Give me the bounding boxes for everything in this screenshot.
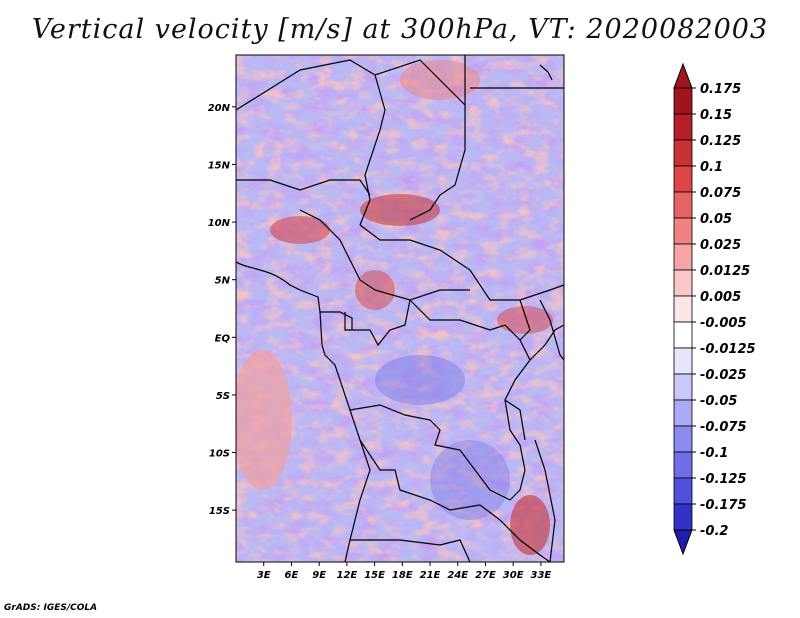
lat-tick-label: 10S xyxy=(209,449,230,460)
nile-delta xyxy=(539,64,553,81)
border-libya-sudan xyxy=(374,59,466,221)
longitude-axis: 3E 6E 9E 12E 15E 18E 21E 24E 27E 30E 33E xyxy=(257,562,552,581)
border-car xyxy=(299,209,470,301)
colorbar-swatch xyxy=(673,295,693,323)
lake-victoria-west xyxy=(519,299,531,341)
colorbar-swatch xyxy=(673,113,693,141)
border-mozambique xyxy=(534,439,556,562)
lat-tick-label: EQ xyxy=(215,333,231,344)
border-kenya xyxy=(529,324,564,361)
colorbar-swatch xyxy=(673,269,693,297)
border-drc-south xyxy=(349,404,511,501)
colorbar-label: -0.005 xyxy=(700,316,747,331)
patch-blue-congo xyxy=(375,355,465,405)
patch-red-east xyxy=(497,306,553,334)
colorbar-swatch xyxy=(673,347,693,375)
colorbar-swatch xyxy=(673,217,693,245)
map-frame xyxy=(235,54,565,563)
colorbar-swatch xyxy=(673,451,693,479)
colorbar-label: -0.025 xyxy=(700,368,747,383)
lake-tanganyika xyxy=(504,399,526,441)
patch-red-chad xyxy=(360,194,440,226)
border-drc-east xyxy=(504,359,531,501)
colorbar-swatch xyxy=(673,373,693,401)
colorbar-label: -0.05 xyxy=(700,394,737,409)
velocity-field xyxy=(236,55,564,562)
colorbar-label: -0.0125 xyxy=(700,342,756,357)
colorbar-label: 0.15 xyxy=(700,108,732,123)
lon-tick-label: 27E xyxy=(475,570,496,581)
colorbar-label: 0.175 xyxy=(700,82,741,97)
colorbar-swatch xyxy=(673,243,693,271)
border-sudan-south xyxy=(359,224,564,301)
colorbar-bottom-arrow xyxy=(673,529,693,556)
colorbar-top-arrow xyxy=(673,62,693,89)
colorbar-label: 0.025 xyxy=(700,238,741,253)
lat-tick-label: 10N xyxy=(208,218,231,229)
patch-red-sw xyxy=(236,350,292,490)
lon-tick-label: 30E xyxy=(503,570,524,581)
colorbar-label: 0.05 xyxy=(700,212,732,227)
border-algeria-niger xyxy=(236,69,301,111)
colorbar: 0.175 0.15 0.125 0.1 0.075 0.05 0.025 0.0125 0.0… xyxy=(673,62,756,556)
border-angola-zambia xyxy=(359,439,481,511)
colorbar-label: 0.075 xyxy=(700,186,741,201)
border-niger-chad xyxy=(299,59,386,226)
lon-tick-label: 12E xyxy=(336,570,357,581)
colorbar-swatch xyxy=(673,139,693,167)
lon-tick-label: 15E xyxy=(364,570,385,581)
lat-tick-label: 20N xyxy=(208,103,231,114)
lon-tick-label: 18E xyxy=(392,570,413,581)
lon-tick-label: 3E xyxy=(257,570,271,581)
lat-tick-label: 5N xyxy=(215,276,231,287)
border-uganda-kenya xyxy=(539,299,564,361)
patch-red-se xyxy=(510,495,550,555)
colorbar-swatch xyxy=(673,425,693,453)
colorbar-label: -0.2 xyxy=(700,524,728,539)
coastline-gulf-of-guinea xyxy=(236,261,353,330)
latitude-axis: 20N 15N 10N 5N EQ 5S 10S 15S xyxy=(208,103,236,517)
colorbar-swatch xyxy=(673,191,693,219)
country-borders xyxy=(236,55,564,562)
grads-credit: GrADS: IGES/COLA xyxy=(4,603,98,613)
colorbar-label: 0.005 xyxy=(700,290,741,305)
border-zambia-zimbabwe xyxy=(479,504,551,562)
lat-tick-label: 15N xyxy=(208,160,231,171)
lon-tick-label: 33E xyxy=(531,570,552,581)
colorbar-swatch xyxy=(673,165,693,193)
colorbar-swatch xyxy=(673,399,693,427)
colorbar-swatch xyxy=(673,503,693,531)
lat-tick-label: 5S xyxy=(216,391,230,402)
colorbar-label: -0.175 xyxy=(700,498,747,513)
colorbar-label: -0.075 xyxy=(700,420,747,435)
colorbar-swatch xyxy=(673,477,693,505)
lon-tick-label: 9E xyxy=(312,570,326,581)
colorbar-swatch xyxy=(673,87,693,115)
chart-title: Vertical velocity [m/s] at 300hPa, VT: 2… xyxy=(31,14,769,45)
patch-blue-south xyxy=(430,440,510,520)
colorbar-label: -0.125 xyxy=(700,472,747,487)
colorbar-label: 0.125 xyxy=(700,134,741,149)
lon-tick-label: 21E xyxy=(420,570,441,581)
colorbar-label: 0.1 xyxy=(700,160,723,175)
border-namibia-botswana xyxy=(350,539,471,562)
patch-red-cameroon xyxy=(270,216,330,244)
border-niger-nigeria xyxy=(236,179,371,196)
lon-tick-label: 6E xyxy=(285,570,299,581)
lat-tick-label: 15S xyxy=(209,506,230,517)
colorbar-label: -0.1 xyxy=(700,446,728,461)
colorbar-label: 0.0125 xyxy=(700,264,750,279)
border-congo xyxy=(344,299,411,347)
colorbar-swatch xyxy=(673,321,693,349)
lon-tick-label: 24E xyxy=(447,570,468,581)
